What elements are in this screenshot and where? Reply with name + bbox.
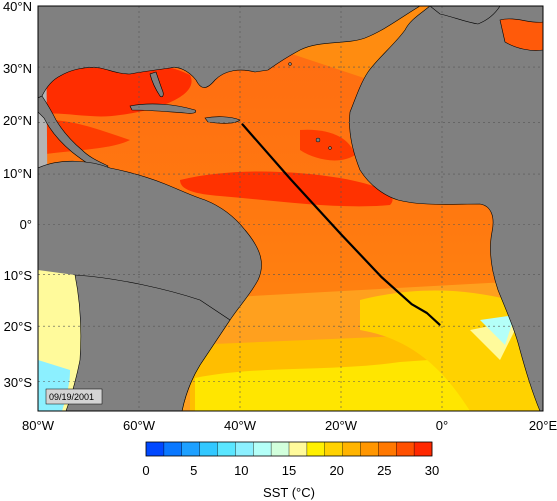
colorbar-tick-label: 25 (377, 463, 391, 478)
land-iberia (429, 6, 501, 25)
longitude-axis: 80°W 60°W 40°W 20°W 0° 20°E (22, 418, 557, 433)
land-cuba (129, 103, 197, 114)
land-africa (349, 6, 543, 411)
colorbar-cell (342, 442, 361, 456)
land-hispaniola (204, 116, 241, 124)
lon-tick-label: 20°W (325, 418, 358, 433)
lat-tick-label: 30°N (3, 61, 32, 76)
lat-tick-label: 30°S (4, 375, 33, 390)
colorbar-cell (324, 442, 343, 456)
colorbar-tick-label: 15 (282, 463, 296, 478)
colorbar-title: SST (°C) (263, 485, 315, 500)
colorbar-cell (289, 442, 308, 456)
date-stamp-text: 09/19/2001 (49, 392, 94, 402)
colorbar-cell (306, 442, 326, 456)
colorbar-cell (414, 442, 433, 456)
island-cape-verde (315, 137, 321, 143)
lon-tick-label: 80°W (22, 418, 55, 433)
colorbar-ticks (163, 442, 415, 456)
lon-tick-label: 0° (436, 418, 448, 433)
land-north-america (38, 6, 421, 99)
colorbar-tick-label: 5 (190, 463, 197, 478)
colorbar-cells (146, 442, 433, 456)
sst-benguela-coldest (480, 315, 515, 345)
sst-map (38, 6, 543, 411)
colorbar-cell (181, 442, 200, 456)
cruise-track-line (241, 123, 441, 326)
lon-tick-label: 60°W (123, 418, 156, 433)
sst-warm-pool-itcz (180, 171, 393, 207)
colorbar-cell (199, 442, 218, 456)
colorbar-cell (253, 442, 272, 456)
land-florida (149, 71, 164, 98)
lon-tick-label: 40°W (224, 418, 257, 433)
sst-mediterranean (499, 18, 543, 51)
colorbar-cell (271, 442, 290, 456)
land-central-america (38, 95, 109, 173)
island-cape-verde-2 (328, 146, 332, 150)
date-stamp: 09/19/2001 (45, 388, 103, 405)
lat-tick-label: 40°N (3, 0, 32, 14)
lat-tick-label: 0° (20, 217, 32, 232)
colorbar-cell (163, 442, 183, 456)
map-frame (37, 5, 544, 412)
colorbar-cell (217, 442, 236, 456)
lat-tick-label: 20°N (3, 113, 32, 128)
graticule (38, 6, 543, 411)
colorbar-tick-label: 0 (142, 463, 149, 478)
colorbar-tick-label: 20 (329, 463, 343, 478)
colorbar-tick-label: 30 (425, 463, 439, 478)
lon-tick-label: 20°E (529, 418, 557, 433)
latitude-axis: 40°N 30°N 20°N 10°N 0° 10°S 20°S 30°S (3, 0, 32, 390)
colorbar-cell (360, 442, 379, 456)
colorbar-cell (235, 442, 254, 456)
land-south-america-interior (65, 274, 231, 411)
colorbar-cell (378, 442, 397, 456)
colorbar-tick-label: 10 (234, 463, 248, 478)
lat-tick-label: 20°S (4, 319, 33, 334)
colorbar-cell (146, 442, 165, 456)
lat-tick-label: 10°N (3, 166, 32, 181)
sst-colorbar: 0 5 10 15 20 25 30 SST (°C) (142, 441, 439, 500)
colorbar-cell (396, 442, 415, 456)
lat-tick-label: 10°S (4, 268, 33, 283)
island-canary (288, 62, 292, 66)
